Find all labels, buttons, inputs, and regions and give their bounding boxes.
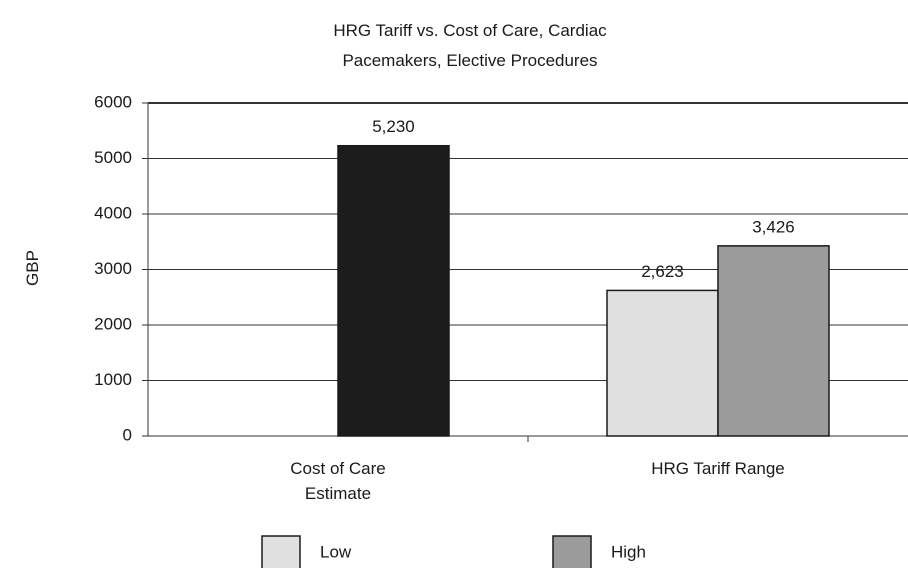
y-tick-label: 5000 <box>94 148 132 167</box>
chart-title: HRG Tariff vs. Cost of Care, Cardiac Pac… <box>333 21 607 70</box>
y-tick-label: 0 <box>123 425 132 444</box>
data-label: 3,426 <box>752 217 795 236</box>
y-tick-label: 6000 <box>94 92 132 111</box>
y-tick-label: 1000 <box>94 370 132 389</box>
legend-swatch <box>552 535 592 568</box>
legend-label: High <box>611 542 646 561</box>
data-label: 5,230 <box>372 117 415 136</box>
y-tick-label: 4000 <box>94 203 132 222</box>
x-tick-label: Cost of Care Estimate <box>290 459 386 503</box>
bar <box>717 245 830 437</box>
legend-swatch <box>261 535 301 568</box>
legend-label: Low <box>320 542 352 561</box>
x-tick-label: HRG Tariff Range <box>651 459 785 478</box>
data-label: 2,623 <box>641 262 684 281</box>
y-tick-label: 3000 <box>94 259 132 278</box>
bar <box>337 144 450 437</box>
y-tick-label: 2000 <box>94 314 132 333</box>
bar <box>606 289 719 437</box>
y-axis-label: GBP <box>23 250 42 286</box>
